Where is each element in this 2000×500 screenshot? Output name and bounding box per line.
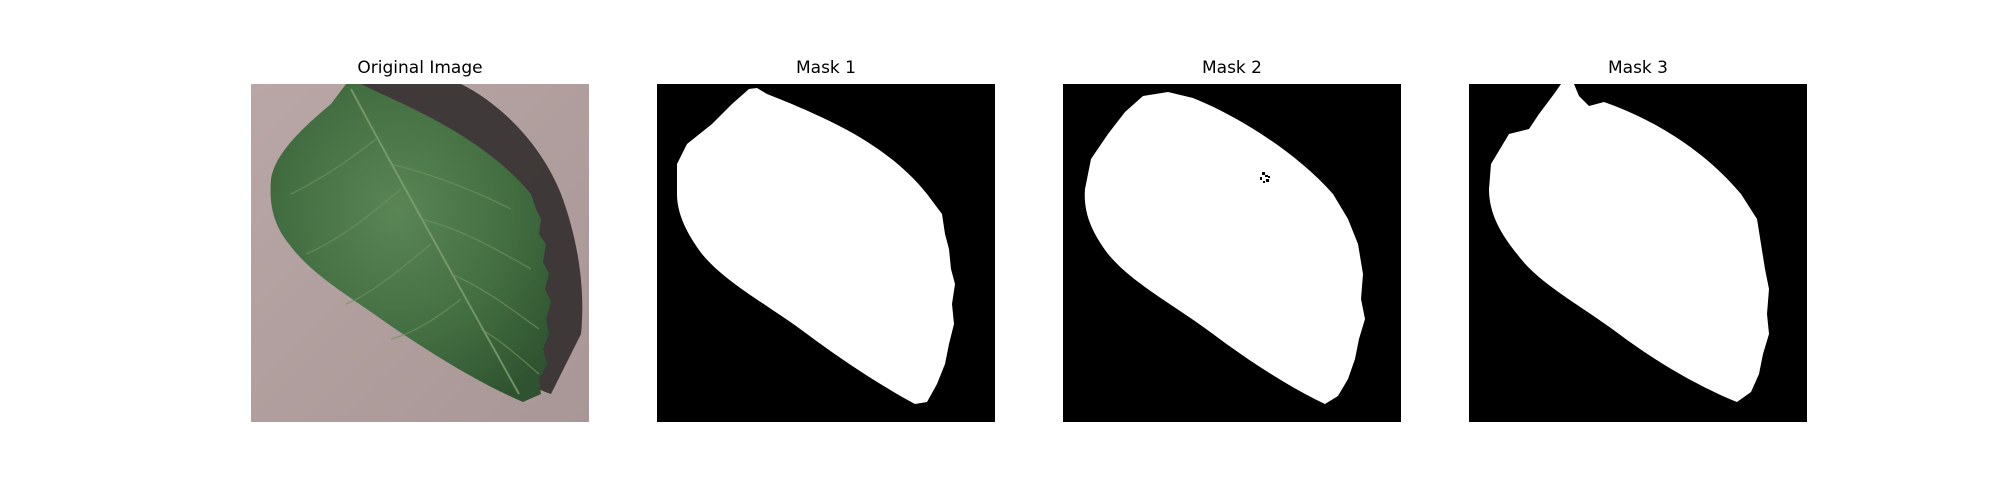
- mask-3-image: [1469, 84, 1807, 422]
- mask-2-region: [1084, 92, 1365, 404]
- leaf-vein: [390, 298, 462, 340]
- leaf-vein: [420, 218, 532, 270]
- mask-3-panel: Mask 3: [1469, 58, 1807, 422]
- original-leaf-image: [251, 84, 589, 422]
- original-image-panel: Original Image: [251, 58, 589, 422]
- leaf-vein: [390, 163, 512, 210]
- mask-2-panel: Mask 2: [1063, 58, 1401, 422]
- mask-2-noise-spot: [1260, 172, 1270, 183]
- leaf-vein: [480, 328, 540, 375]
- leaf-vein: [345, 243, 432, 305]
- mask-2-image: [1063, 84, 1401, 422]
- leaf-midrib: [350, 88, 520, 395]
- mask-3-region: [1489, 84, 1769, 402]
- original-image-title: Original Image: [357, 58, 483, 78]
- leaf-vein: [305, 188, 402, 255]
- leaf-shape: [270, 84, 551, 402]
- mask-1-image: [657, 84, 995, 422]
- mask-1-title: Mask 1: [795, 58, 856, 78]
- leaf-vein: [290, 138, 377, 195]
- mask-2-title: Mask 2: [1201, 58, 1262, 78]
- mask-1-panel: Mask 1: [657, 58, 995, 422]
- mask-1-region: [677, 88, 955, 404]
- leaf-vein: [450, 273, 540, 330]
- mask-3-title: Mask 3: [1607, 58, 1668, 78]
